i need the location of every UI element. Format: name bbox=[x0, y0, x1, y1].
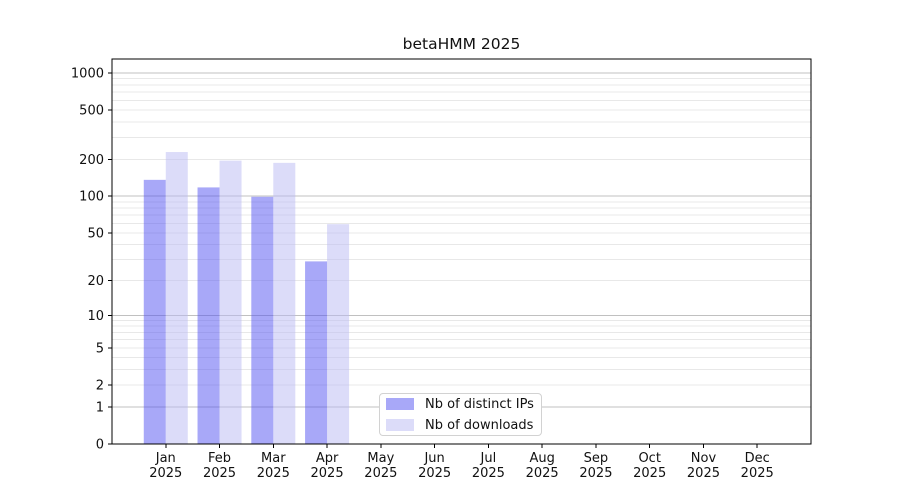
x-tick-label: Nov bbox=[691, 451, 717, 466]
x-tick-label: Jun bbox=[423, 451, 444, 466]
x-tick-label: 2025 bbox=[418, 466, 451, 481]
bar-distinct-ips-apr bbox=[305, 261, 328, 444]
x-tick-label: 2025 bbox=[364, 466, 397, 481]
y-tick-label: 50 bbox=[87, 226, 104, 241]
y-tick-label: 5 bbox=[96, 341, 104, 356]
x-tick-label: Apr bbox=[316, 451, 339, 466]
x-tick-label: 2025 bbox=[203, 466, 236, 481]
x-tick-label: 2025 bbox=[579, 466, 612, 481]
x-tick-label: 2025 bbox=[633, 466, 666, 481]
x-tick-label: Jul bbox=[480, 451, 497, 466]
legend-label-downloads: Nb of downloads bbox=[425, 417, 534, 433]
legend-item-distinct-ips: Nb of distinct IPs bbox=[386, 396, 534, 412]
legend-swatch-distinct-ips bbox=[386, 398, 414, 410]
x-tick-label: 2025 bbox=[741, 466, 774, 481]
y-tick-label: 20 bbox=[87, 274, 104, 289]
bar-downloads-apr bbox=[327, 224, 350, 444]
legend-item-downloads: Nb of downloads bbox=[386, 417, 534, 433]
bar-distinct-ips-mar bbox=[251, 196, 274, 444]
bar-downloads-mar bbox=[273, 162, 296, 445]
x-tick-label: 2025 bbox=[311, 466, 344, 481]
x-tick-label: Feb bbox=[208, 451, 231, 466]
x-tick-label: Aug bbox=[529, 451, 554, 466]
chart-title: betaHMM 2025 bbox=[402, 35, 521, 53]
x-tick-label: Sep bbox=[584, 451, 609, 466]
x-tick-label: Oct bbox=[638, 451, 660, 466]
y-tick-label: 1000 bbox=[71, 67, 104, 82]
x-tick-label: Mar bbox=[261, 451, 286, 466]
legend: Nb of distinct IPs Nb of downloads bbox=[379, 393, 542, 436]
x-tick-label: 2025 bbox=[149, 466, 182, 481]
x-tick-label: 2025 bbox=[687, 466, 720, 481]
y-tick-label: 0 bbox=[96, 438, 104, 453]
bar-downloads-feb bbox=[219, 160, 242, 444]
y-tick-label: 10 bbox=[87, 309, 104, 324]
x-tick-label: 2025 bbox=[526, 466, 559, 481]
bar-downloads-jan bbox=[165, 152, 188, 444]
x-tick-label: Dec bbox=[745, 451, 770, 466]
bar-distinct-ips-feb bbox=[197, 187, 220, 444]
plot-frame bbox=[111, 58, 812, 445]
y-tick-label: 500 bbox=[79, 104, 104, 119]
bar-distinct-ips-jan bbox=[143, 179, 166, 444]
y-tick-label: 100 bbox=[79, 190, 104, 205]
x-tick-label: May bbox=[367, 451, 394, 466]
y-tick-label: 200 bbox=[79, 153, 104, 168]
x-tick-label: Jan bbox=[155, 451, 176, 466]
y-tick-label: 1 bbox=[96, 400, 104, 415]
y-tick-label: 2 bbox=[96, 379, 104, 394]
x-tick-label: 2025 bbox=[257, 466, 290, 481]
legend-label-distinct-ips: Nb of distinct IPs bbox=[425, 396, 534, 412]
legend-swatch-downloads bbox=[386, 419, 414, 431]
x-tick-label: 2025 bbox=[472, 466, 505, 481]
